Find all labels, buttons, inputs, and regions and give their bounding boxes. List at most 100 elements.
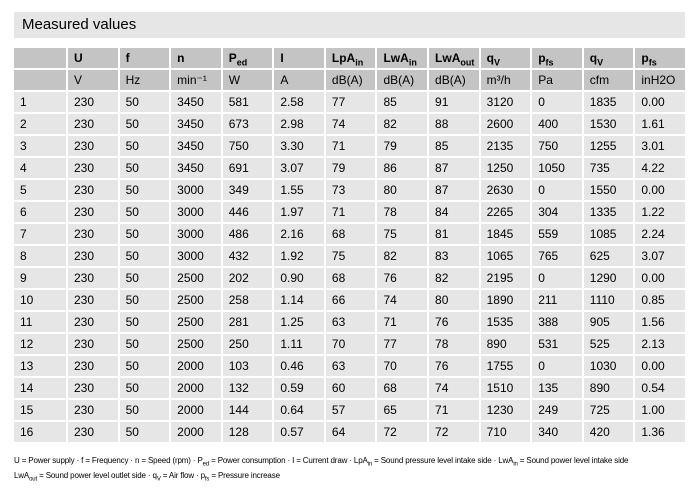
data-cell: 63 bbox=[325, 312, 376, 332]
column-header-cell: U bbox=[68, 48, 118, 68]
data-cell: 3.01 bbox=[635, 136, 685, 156]
data-cell: 2000 bbox=[171, 422, 221, 442]
data-cell: 1755 bbox=[480, 356, 531, 376]
data-cell: 1250 bbox=[480, 158, 531, 178]
row-number-cell: 5 bbox=[14, 180, 66, 200]
unit-cell: m³/h bbox=[480, 70, 531, 90]
data-cell: 76 bbox=[429, 312, 479, 332]
row-number-cell: 7 bbox=[14, 224, 66, 244]
data-cell: 691 bbox=[222, 158, 273, 178]
data-cell: 1085 bbox=[583, 224, 634, 244]
data-cell: 230 bbox=[68, 158, 118, 178]
data-cell: 1335 bbox=[583, 202, 634, 222]
data-cell: 50 bbox=[119, 378, 170, 398]
data-cell: 4.22 bbox=[635, 158, 685, 178]
data-cell: 88 bbox=[429, 114, 479, 134]
footnote-subscript: out bbox=[29, 476, 38, 483]
data-cell: 3450 bbox=[171, 136, 221, 156]
data-cell: 63 bbox=[325, 356, 376, 376]
unit-cell: Hz bbox=[119, 70, 170, 90]
data-cell: 2000 bbox=[171, 400, 221, 420]
data-cell: 50 bbox=[119, 246, 170, 266]
data-cell: 750 bbox=[532, 136, 582, 156]
table-row: 15 230 50 2000 144 0.64 57 65 71 1230 249 725 1.00 bbox=[14, 400, 685, 420]
data-cell: 83 bbox=[429, 246, 479, 266]
data-cell: 486 bbox=[222, 224, 273, 244]
footnote-subscript: V bbox=[156, 476, 161, 483]
data-cell: 1255 bbox=[583, 136, 634, 156]
row-number-cell: 16 bbox=[14, 422, 66, 442]
column-header-subscript: in bbox=[408, 57, 417, 68]
data-cell: 77 bbox=[377, 334, 428, 354]
data-cell: 57 bbox=[325, 400, 376, 420]
data-cell: 250 bbox=[222, 334, 273, 354]
data-cell: 0.46 bbox=[274, 356, 324, 376]
data-cell: 68 bbox=[325, 224, 376, 244]
unit-cell: cfm bbox=[583, 70, 634, 90]
data-cell: 0 bbox=[532, 356, 582, 376]
data-cell: 230 bbox=[68, 356, 118, 376]
data-cell: 230 bbox=[68, 136, 118, 156]
data-cell: 64 bbox=[325, 422, 376, 442]
data-cell: 3450 bbox=[171, 114, 221, 134]
data-cell: 2.13 bbox=[635, 334, 685, 354]
table-row: 1 230 50 3450 581 2.58 77 85 91 3120 0 1835 0.00 bbox=[14, 92, 685, 112]
data-cell: 86 bbox=[377, 158, 428, 178]
table-row: 3 230 50 3450 750 3.30 71 79 85 2135 750 1255 3.01 bbox=[14, 136, 685, 156]
data-cell: 0.00 bbox=[635, 180, 685, 200]
table-row: 14 230 50 2000 132 0.59 60 68 74 1510 135 890 0.54 bbox=[14, 378, 685, 398]
column-header-subscript: fs bbox=[545, 57, 554, 68]
data-cell: 2135 bbox=[480, 136, 531, 156]
column-header-subscript: in bbox=[355, 57, 364, 68]
column-header-cell: pfs bbox=[532, 48, 582, 68]
data-cell: 1.61 bbox=[635, 114, 685, 134]
unit-cell: dB(A) bbox=[429, 70, 479, 90]
data-cell: 230 bbox=[68, 312, 118, 332]
data-cell: 74 bbox=[325, 114, 376, 134]
data-cell: 3450 bbox=[171, 92, 221, 112]
data-cell: 50 bbox=[119, 312, 170, 332]
data-cell: 340 bbox=[532, 422, 582, 442]
data-cell: 80 bbox=[377, 180, 428, 200]
data-cell: 82 bbox=[377, 114, 428, 134]
data-cell: 68 bbox=[377, 378, 428, 398]
data-cell: 78 bbox=[377, 202, 428, 222]
data-cell: 87 bbox=[429, 158, 479, 178]
data-cell: 2000 bbox=[171, 356, 221, 376]
data-cell: 3000 bbox=[171, 202, 221, 222]
data-cell: 2630 bbox=[480, 180, 531, 200]
data-cell: 230 bbox=[68, 422, 118, 442]
row-number-cell: 14 bbox=[14, 378, 66, 398]
table-row: 6 230 50 3000 446 1.97 71 78 84 2265 304 1335 1.22 bbox=[14, 202, 685, 222]
table-row: 5 230 50 3000 349 1.55 73 80 87 2630 0 1550 0.00 bbox=[14, 180, 685, 200]
page-title: Measured values bbox=[22, 16, 137, 33]
data-cell: 2.98 bbox=[274, 114, 324, 134]
data-cell: 2195 bbox=[480, 268, 531, 288]
data-cell: 230 bbox=[68, 400, 118, 420]
row-number-cell: 9 bbox=[14, 268, 66, 288]
data-cell: 1.55 bbox=[274, 180, 324, 200]
column-header-subscript: V bbox=[493, 57, 500, 68]
data-cell: 905 bbox=[583, 312, 634, 332]
data-cell: 73 bbox=[325, 180, 376, 200]
data-cell: 50 bbox=[119, 158, 170, 178]
data-cell: 144 bbox=[222, 400, 273, 420]
data-cell: 2500 bbox=[171, 334, 221, 354]
data-cell: 50 bbox=[119, 400, 170, 420]
data-cell: 1.22 bbox=[635, 202, 685, 222]
row-number-cell: 15 bbox=[14, 400, 66, 420]
data-cell: 0.54 bbox=[635, 378, 685, 398]
data-cell: 230 bbox=[68, 290, 118, 310]
data-cell: 79 bbox=[377, 136, 428, 156]
data-cell: 1550 bbox=[583, 180, 634, 200]
footnote-line: LwAout = Sound power level outlet side ·… bbox=[14, 471, 280, 483]
data-cell: 735 bbox=[583, 158, 634, 178]
data-cell: 71 bbox=[325, 136, 376, 156]
data-cell: 1510 bbox=[480, 378, 531, 398]
data-cell: 230 bbox=[68, 246, 118, 266]
data-cell: 230 bbox=[68, 92, 118, 112]
data-cell: 2600 bbox=[480, 114, 531, 134]
data-cell: 2265 bbox=[480, 202, 531, 222]
